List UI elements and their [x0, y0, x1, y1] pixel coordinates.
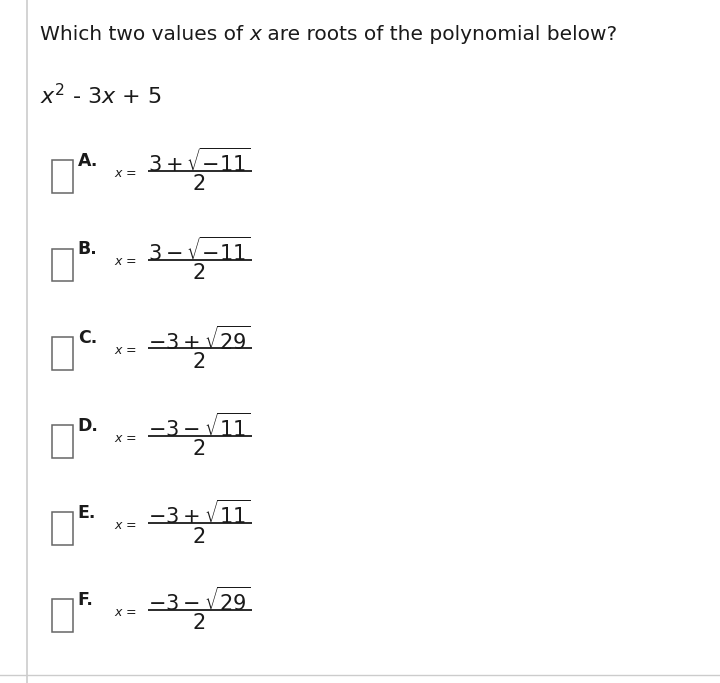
Text: Which two values of: Which two values of [40, 25, 249, 44]
Text: are roots of the polynomial below?: are roots of the polynomial below? [261, 25, 617, 44]
Text: $x$ =: $x$ = [114, 519, 137, 532]
Text: E.: E. [78, 504, 96, 522]
Bar [52, 512, 73, 545]
Text: 2: 2 [193, 439, 206, 459]
Text: x: x [249, 25, 261, 44]
Text: $-3 + \sqrt{11}$: $-3 + \sqrt{11}$ [148, 500, 250, 529]
Text: $-3 - \sqrt{11}$: $-3 - \sqrt{11}$ [148, 413, 250, 441]
Text: $x$ =: $x$ = [114, 255, 137, 268]
Bar [52, 160, 73, 193]
Text: $x^2$ - 3$x$ + 5: $x^2$ - 3$x$ + 5 [40, 83, 161, 109]
Text: $x$ =: $x$ = [114, 167, 137, 180]
Text: $-3 - \sqrt{29}$: $-3 - \sqrt{29}$ [148, 587, 250, 615]
Text: $3 + \sqrt{-11}$: $3 + \sqrt{-11}$ [148, 148, 250, 176]
Text: $x$ =: $x$ = [114, 606, 137, 619]
Text: 2: 2 [193, 263, 206, 283]
Bar [52, 249, 73, 281]
Text: B.: B. [78, 240, 97, 258]
Text: $-3 + \sqrt{29}$: $-3 + \sqrt{29}$ [148, 325, 250, 354]
Text: $x$ =: $x$ = [114, 432, 137, 445]
Text: $x$ =: $x$ = [114, 344, 137, 357]
Text: C.: C. [78, 329, 97, 347]
Bar [52, 337, 73, 370]
Text: 2: 2 [193, 174, 206, 194]
Text: $3 - \sqrt{-11}$: $3 - \sqrt{-11}$ [148, 236, 250, 265]
Bar [52, 599, 73, 632]
Text: 2: 2 [193, 613, 206, 633]
Text: F.: F. [78, 591, 94, 609]
Text: 2: 2 [193, 352, 206, 372]
Text: A.: A. [78, 152, 98, 169]
Text: 2: 2 [193, 527, 206, 546]
Text: D.: D. [78, 417, 99, 434]
Bar [52, 425, 73, 458]
